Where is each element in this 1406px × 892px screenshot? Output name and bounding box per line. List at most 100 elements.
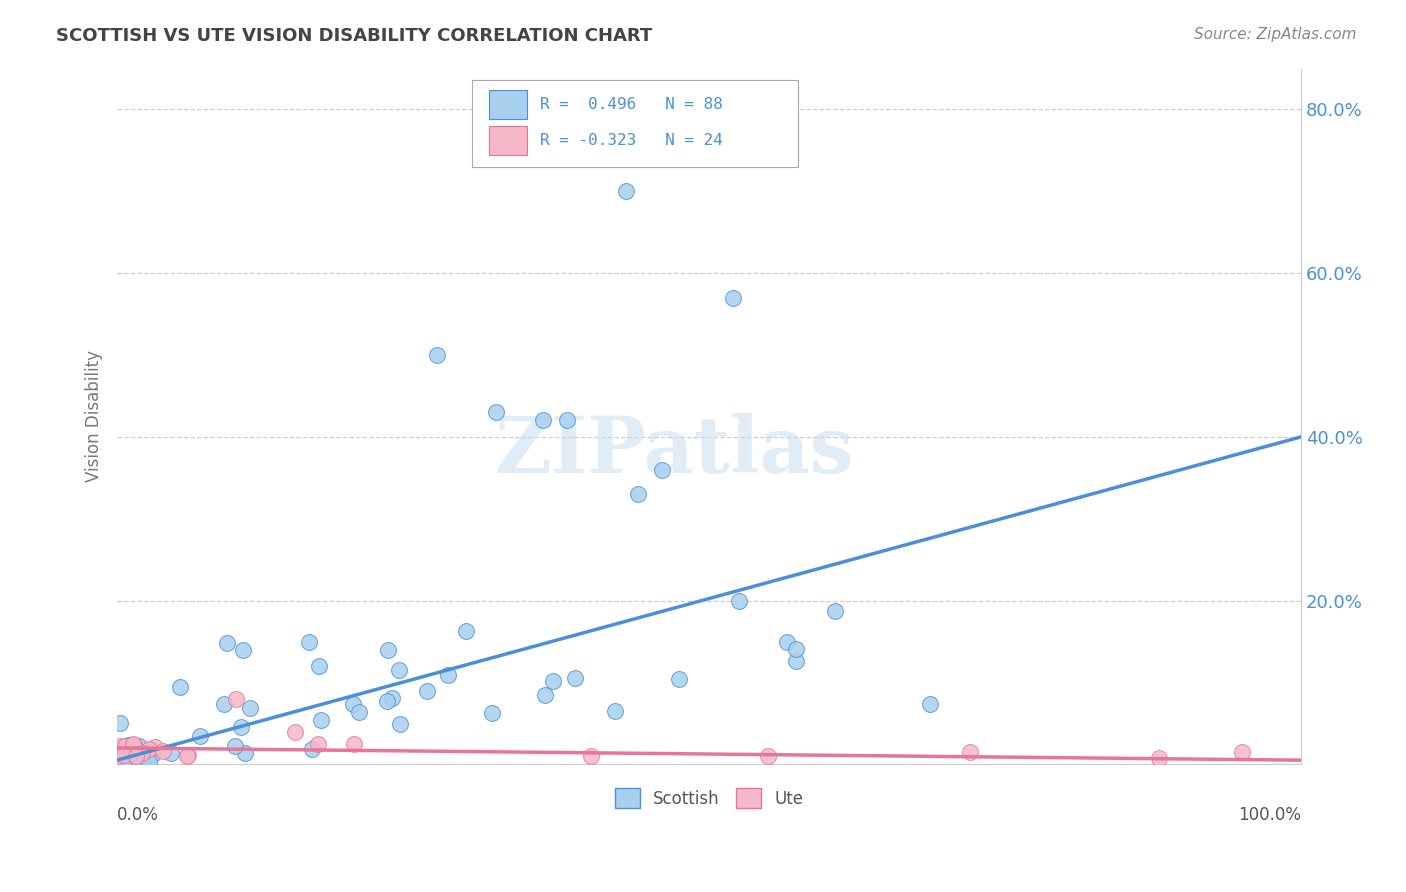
Point [107, 752, 129, 766]
Point [115, 744, 138, 758]
Point [111, 742, 134, 756]
Point [308, 737, 330, 751]
Point [114, 749, 136, 764]
Point [727, 593, 749, 607]
Point [114, 756, 136, 771]
Point [107, 756, 129, 770]
FancyBboxPatch shape [489, 90, 527, 120]
Point [125, 745, 148, 759]
Point [485, 405, 508, 419]
Point [128, 739, 150, 753]
Point [114, 752, 136, 766]
Point [110, 741, 132, 756]
Point [117, 756, 139, 770]
Point [127, 755, 149, 769]
Point [342, 697, 364, 711]
Point [121, 738, 143, 752]
Point [603, 704, 626, 718]
Point [564, 671, 586, 685]
Point [555, 413, 578, 427]
Point [112, 756, 135, 771]
Text: 100.0%: 100.0% [1239, 806, 1301, 824]
Point [224, 739, 246, 754]
Point [108, 716, 131, 731]
Point [284, 724, 307, 739]
Point [347, 705, 370, 719]
Point [122, 738, 145, 752]
Point [108, 754, 131, 768]
Point [651, 462, 673, 476]
FancyBboxPatch shape [472, 80, 799, 168]
Point [143, 739, 166, 754]
Point [107, 755, 129, 769]
Point [232, 643, 254, 657]
Point [785, 654, 807, 668]
Point [124, 755, 146, 769]
Point [112, 756, 135, 771]
Point [426, 348, 449, 362]
Point [541, 674, 564, 689]
Point [112, 753, 135, 767]
Text: SCOTTISH VS UTE VISION DISABILITY CORRELATION CHART: SCOTTISH VS UTE VISION DISABILITY CORREL… [56, 27, 652, 45]
Point [231, 720, 253, 734]
Point [381, 690, 404, 705]
Point [239, 701, 262, 715]
Point [142, 747, 165, 762]
Point [118, 756, 141, 771]
Point [117, 738, 139, 752]
Point [111, 753, 134, 767]
Point [721, 291, 744, 305]
Point [111, 751, 134, 765]
Point [308, 658, 330, 673]
Point [120, 746, 142, 760]
Point [388, 663, 411, 677]
Point [108, 746, 131, 760]
Point [132, 756, 155, 771]
FancyBboxPatch shape [489, 127, 527, 155]
Point [481, 706, 503, 720]
Point [122, 738, 145, 752]
Point [343, 737, 366, 751]
Point [377, 642, 399, 657]
Point [176, 749, 198, 764]
Y-axis label: Vision Disability: Vision Disability [86, 351, 103, 483]
Point [233, 746, 256, 760]
Point [169, 680, 191, 694]
Point [114, 756, 136, 771]
Point [107, 744, 129, 758]
Point [298, 635, 321, 649]
Point [111, 756, 134, 771]
Point [152, 744, 174, 758]
Text: R =  0.496   N = 88: R = 0.496 N = 88 [540, 97, 723, 112]
Point [121, 756, 143, 770]
Point [125, 754, 148, 768]
Point [1147, 750, 1170, 764]
Point [111, 753, 134, 767]
Point [531, 413, 554, 427]
Point [756, 749, 779, 764]
Point [114, 756, 136, 770]
Text: 0.0%: 0.0% [117, 806, 159, 824]
Point [108, 739, 131, 753]
Point [125, 750, 148, 764]
Point [114, 747, 136, 762]
Point [959, 745, 981, 759]
Point [215, 636, 238, 650]
Point [785, 641, 807, 656]
Point [309, 713, 332, 727]
Point [301, 742, 323, 756]
Point [107, 754, 129, 768]
Point [668, 673, 690, 687]
Point [108, 756, 131, 771]
Point [114, 739, 136, 753]
Point [534, 688, 557, 702]
Point [117, 754, 139, 768]
Point [454, 624, 477, 639]
Point [138, 741, 160, 756]
Point [225, 691, 247, 706]
Point [1230, 745, 1253, 759]
Point [177, 748, 200, 763]
Point [111, 754, 134, 768]
Point [107, 747, 129, 761]
Point [920, 697, 942, 711]
